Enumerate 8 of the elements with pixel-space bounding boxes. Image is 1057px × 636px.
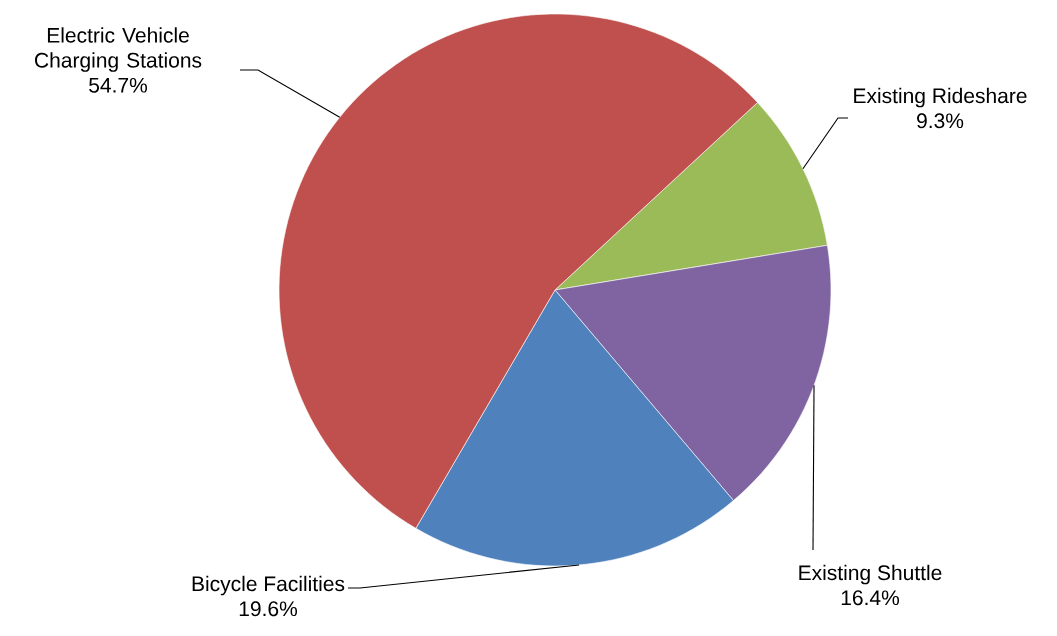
- data-label: 9.3%: [917, 113, 964, 129]
- slice-label: Existing Rideshare: [854, 87, 1027, 108]
- data-label: 19.6%: [239, 601, 298, 617]
- data-label: 54.7%: [89, 77, 148, 93]
- slice-label: Bicycle Facilities: [192, 575, 345, 596]
- data-label: 16.4%: [841, 590, 900, 606]
- slice-label: Existing Shuttle: [799, 564, 942, 585]
- slice-label: Electric Vehicle Charging Stations: [35, 27, 202, 72]
